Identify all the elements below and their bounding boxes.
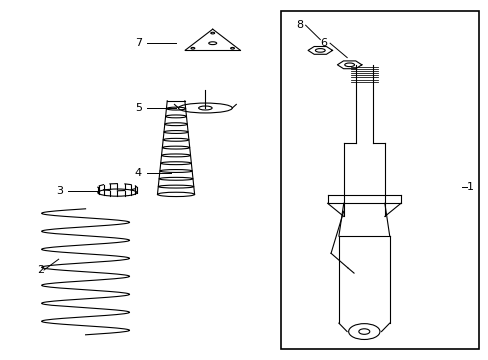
- Text: 1: 1: [466, 182, 473, 192]
- Text: 8: 8: [295, 20, 303, 30]
- Text: 5: 5: [135, 103, 142, 113]
- Text: 2: 2: [37, 265, 44, 275]
- Text: 4: 4: [134, 168, 142, 178]
- Text: 7: 7: [134, 38, 142, 48]
- Text: 3: 3: [57, 186, 63, 196]
- Bar: [281, 11, 478, 349]
- Text: 6: 6: [320, 38, 327, 48]
